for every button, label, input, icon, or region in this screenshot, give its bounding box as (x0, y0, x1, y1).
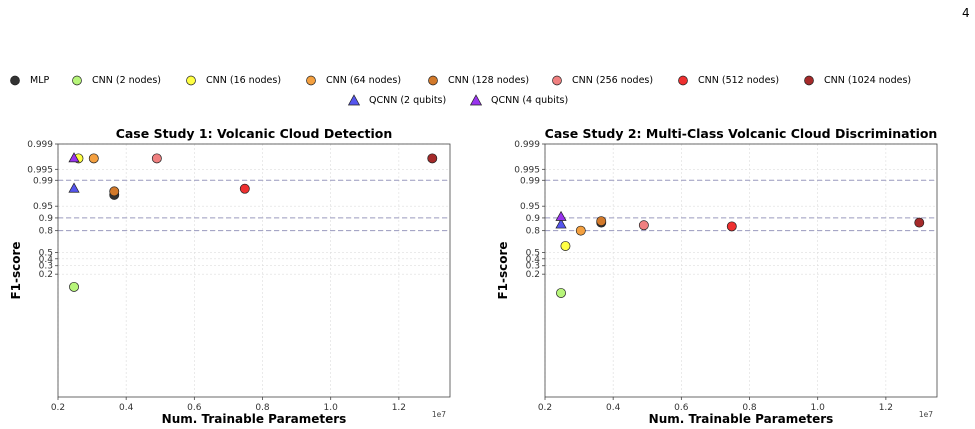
chart-title: Case Study 1: Volcanic Cloud Detection (116, 126, 393, 141)
plot-frame (544, 143, 938, 398)
chart-case-study-1: Case Study 1: Volcanic Cloud Detection 0.… (9, 126, 451, 425)
point-cnn-256-nodes (638, 220, 649, 231)
point-qcnn-2-qubits (555, 218, 567, 229)
x-tick-label: 0.2 (538, 403, 552, 413)
point-qcnn-4-qubits (68, 152, 80, 163)
point-cnn-1024-nodes (914, 217, 925, 228)
y-tick-label: 0.99 (520, 176, 540, 186)
point-cnn-512-nodes (239, 183, 250, 194)
page-number: 4 (962, 6, 970, 20)
x-tick-label: 0.8 (255, 403, 270, 413)
y-tick-label: 0.3 (526, 262, 540, 272)
y-tick-label: 0.8 (39, 227, 54, 237)
legend-marker-cnn-16-nodes (186, 75, 196, 86)
legend-marker-mlp (10, 75, 20, 86)
legend-marker-cnn-1024-nodes (804, 75, 814, 86)
y-tick-label: 0.5 (526, 248, 540, 258)
y-tick-label: 0.4 (39, 255, 54, 265)
x-tick-label: 1.2 (879, 403, 893, 413)
x-tick-label: 1.0 (324, 403, 339, 413)
point-qcnn-4-qubits (555, 210, 567, 221)
y-tick-label: 0.8 (526, 227, 541, 237)
x-axis-label: Num. Trainable Parameters (162, 412, 347, 425)
legend-label: QCNN (2 qubits) (369, 95, 447, 106)
y-tick-label: 0.5 (39, 248, 53, 258)
legend-marker-cnn-128-nodes (428, 75, 438, 86)
legend-label: CNN (1024 nodes) (824, 75, 912, 86)
chart-title: Case Study 2: Multi-Class Volcanic Cloud… (545, 126, 938, 141)
x-axis-scale-label: 1e7 (432, 410, 446, 419)
chart-case-study-2: Case Study 2: Multi-Class Volcanic Cloud… (496, 126, 938, 425)
legend-marker-cnn-256-nodes (552, 75, 562, 86)
point-cnn-64-nodes (88, 153, 99, 164)
y-tick-label: 0.999 (514, 140, 540, 150)
legend-label: QCNN (4 qubits) (491, 95, 569, 106)
legend-label: CNN (512 nodes) (698, 75, 780, 86)
legend-label: CNN (256 nodes) (572, 75, 654, 86)
y-axis-label: F1-score (496, 241, 510, 299)
y-tick-label: 0.9 (39, 214, 54, 224)
y-tick-label: 0.3 (39, 262, 53, 272)
y-tick-label: 0.995 (27, 165, 53, 175)
point-qcnn-2-qubits (68, 182, 80, 193)
y-tick-label: 0.999 (27, 140, 53, 150)
legend-marker-cnn-512-nodes (678, 75, 688, 86)
x-axis-scale-label: 1e7 (919, 410, 933, 419)
point-cnn-256-nodes (151, 153, 162, 164)
y-tick-label: 0.95 (520, 202, 540, 212)
x-tick-label: 0.6 (187, 403, 202, 413)
y-axis-label: F1-score (9, 241, 23, 299)
legend-marker-qcnn-4-qubits (469, 94, 483, 106)
x-tick-label: 0.4 (606, 403, 621, 413)
legend-label: CNN (128 nodes) (448, 75, 530, 86)
legend-label: MLP (30, 75, 50, 86)
plot-frame (57, 143, 451, 398)
x-tick-label: 1.2 (392, 403, 406, 413)
x-tick-label: 0.8 (742, 403, 757, 413)
point-cnn-128-nodes (596, 216, 607, 227)
point-cnn-512-nodes (726, 221, 737, 232)
legend-marker-cnn-2-nodes (72, 75, 82, 86)
y-tick-label: 0.995 (514, 165, 540, 175)
legend-marker-cnn-64-nodes (306, 75, 316, 86)
legend-marker-qcnn-2-qubits (347, 94, 361, 106)
chart-legend: MLP CNN (2 nodes) CNN (16 nodes) CNN (64 no… (0, 70, 975, 110)
point-cnn-64-nodes (575, 225, 586, 236)
x-tick-label: 0.2 (51, 403, 65, 413)
x-tick-label: 1.0 (811, 403, 826, 413)
x-axis-label: Num. Trainable Parameters (649, 412, 834, 425)
point-cnn-16-nodes (560, 241, 571, 252)
legend-label: CNN (2 nodes) (92, 75, 162, 86)
x-tick-label: 0.6 (674, 403, 689, 413)
y-tick-label: 0.99 (33, 176, 53, 186)
x-tick-label: 0.4 (119, 403, 134, 413)
y-tick-label: 0.4 (526, 255, 541, 265)
point-cnn-2-nodes (556, 288, 566, 298)
legend-label: CNN (16 nodes) (206, 75, 282, 86)
legend-label: CNN (64 nodes) (326, 75, 402, 86)
point-cnn-128-nodes (109, 186, 120, 197)
point-cnn-2-nodes (69, 281, 79, 292)
point-cnn-1024-nodes (427, 153, 438, 164)
y-tick-label: 0.2 (526, 270, 540, 280)
y-tick-label: 0.95 (33, 202, 53, 212)
y-tick-label: 0.9 (526, 214, 541, 224)
y-tick-label: 0.2 (39, 270, 53, 280)
